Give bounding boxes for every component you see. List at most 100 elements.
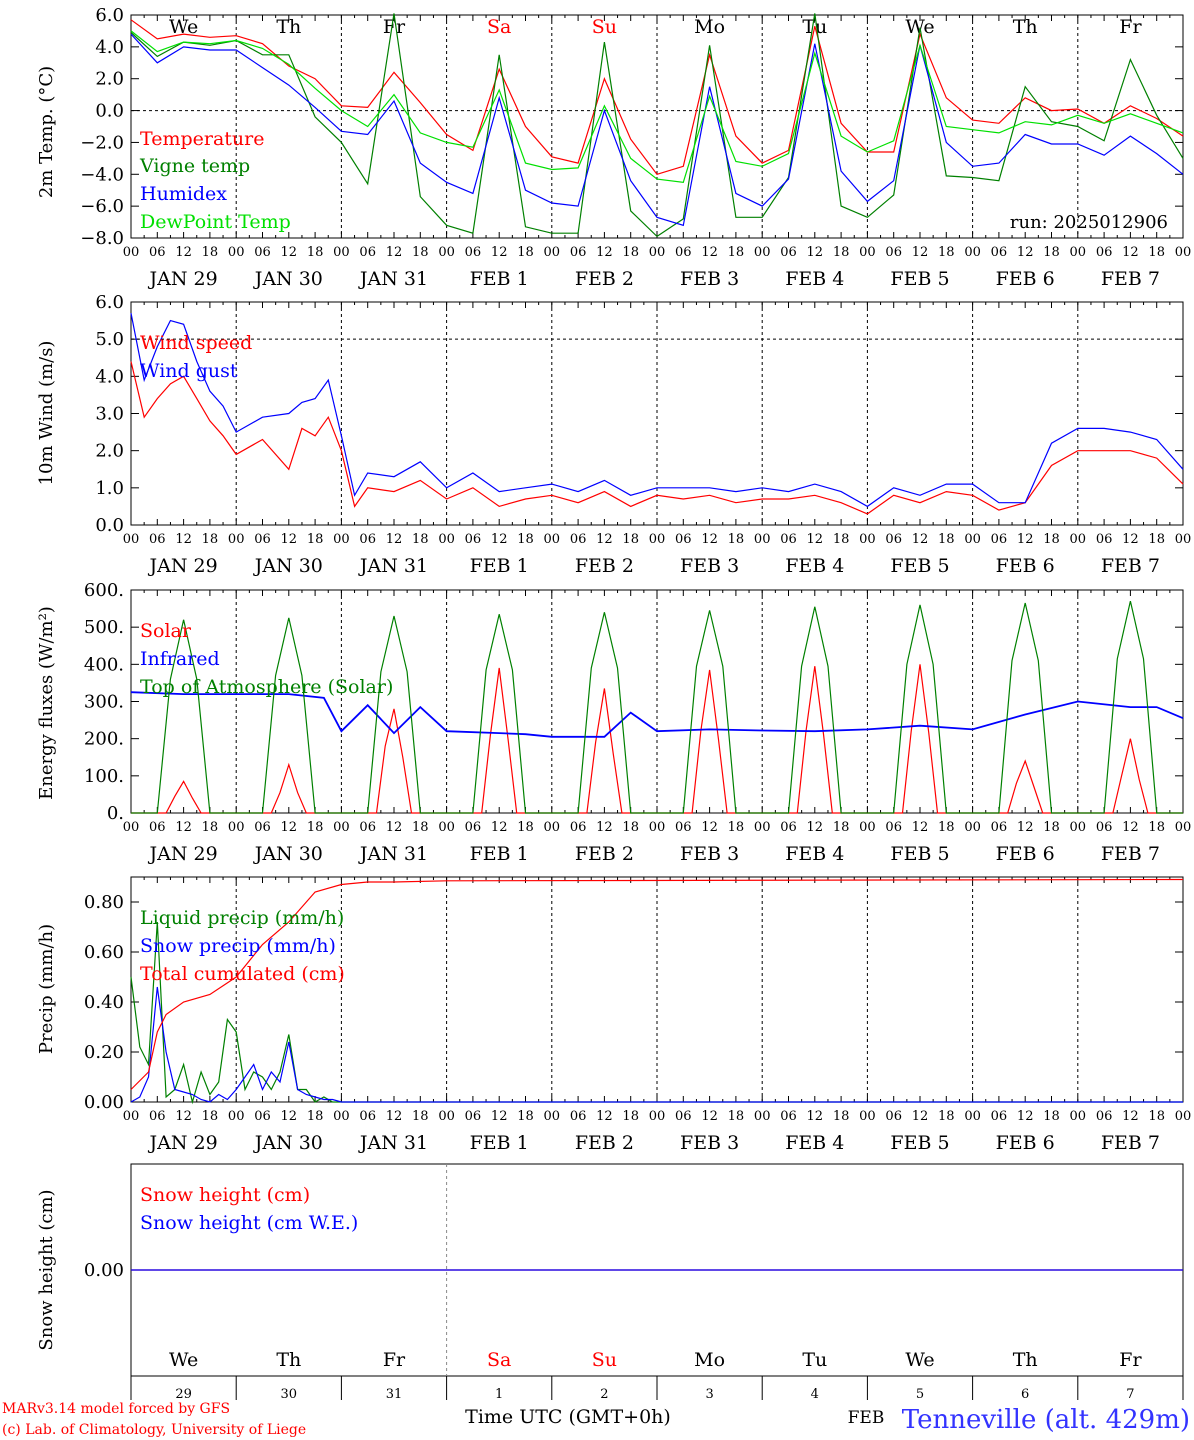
weekday-label: Sa [487,1349,511,1371]
weekday-label: Th [276,16,301,38]
hour-tick-label: 06 [780,245,797,260]
plot-frame [130,589,1184,814]
hour-tick-label: 18 [622,245,639,260]
hour-tick-label: 06 [254,820,271,835]
weekday-label: Fr [1119,1349,1142,1371]
date-label: JAN 31 [358,843,428,865]
weekday-label: Mo [694,16,725,38]
y-tick-label: 4.0 [95,366,124,387]
hour-tick-label: 00 [438,532,455,547]
y-tick-label: 3.0 [95,404,124,425]
hour-tick-label: 12 [1122,1109,1139,1124]
hour-tick-label: 06 [149,1109,166,1124]
hour-tick-label: 06 [675,1109,692,1124]
hour-tick-label: 06 [570,532,587,547]
date-label: JAN 30 [253,555,323,577]
hour-tick-label: 18 [517,820,534,835]
date-label: FEB 5 [890,555,949,577]
series-line-2 [130,986,1183,1103]
weekday-label: We [905,1349,934,1371]
hour-tick-label: 00 [859,820,876,835]
y-tick-label: 100. [84,766,124,787]
legend-entry: Vigne temp [139,155,250,177]
hour-tick-label: 06 [675,532,692,547]
y-tick-label: 0.60 [84,942,124,963]
hour-tick-label: 18 [307,1109,324,1124]
hour-tick-label: 00 [123,820,140,835]
date-label: FEB 1 [470,843,529,865]
hour-tick-label: 12 [281,532,298,547]
legend-entry: Wind gust [140,360,238,382]
weekday-label: Fr [1119,16,1142,38]
hour-tick-label: 18 [833,245,850,260]
hour-tick-label: 18 [1043,820,1060,835]
legend-entry: Humidex [140,183,227,205]
hour-tick-label: 06 [359,820,376,835]
hour-tick-label: 12 [807,245,824,260]
plot-frame [130,14,1184,239]
day-number-label: 29 [175,1387,192,1402]
date-label: FEB 7 [1101,843,1160,865]
weekday-label: Fr [383,16,406,38]
hour-tick-label: 06 [254,245,271,260]
date-label: JAN 30 [253,843,323,865]
y-tick-label: 0.0 [95,515,124,536]
date-label: FEB 5 [890,843,949,865]
model-credit-line: MARv3.14 model forced by GFS [2,1401,230,1417]
hour-tick-label: 00 [544,820,561,835]
hour-tick-label: 12 [701,532,718,547]
y-tick-label: −8.0 [80,228,124,249]
hour-tick-label: 18 [622,1109,639,1124]
date-label: FEB 6 [996,268,1055,290]
series-line-2 [130,13,1184,238]
hour-tick-label: 12 [1017,532,1034,547]
hour-tick-label: 06 [991,820,1008,835]
hour-tick-label: 12 [386,1109,403,1124]
hour-tick-label: 06 [149,532,166,547]
hour-tick-label: 06 [780,532,797,547]
hour-tick-label: 12 [491,245,508,260]
y-tick-label: 600. [84,580,124,601]
hour-tick-label: 12 [175,532,192,547]
series-line-3 [131,600,1183,814]
hour-tick-label: 06 [254,1109,271,1124]
hour-tick-label: 00 [649,245,666,260]
hour-tick-label: 06 [885,532,902,547]
series-line-1 [130,361,1184,515]
hour-tick-label: 12 [912,1109,929,1124]
hour-tick-label: 12 [1017,820,1034,835]
hour-tick-label: 12 [491,820,508,835]
hour-tick-label: 00 [1175,820,1192,835]
date-label: FEB 6 [996,843,1055,865]
hour-tick-label: 00 [754,1109,771,1124]
hour-tick-label: 00 [754,532,771,547]
date-label: FEB 4 [785,843,844,865]
hour-tick-label: 18 [1148,245,1165,260]
hour-tick-label: 06 [149,820,166,835]
date-label: FEB 6 [996,1132,1055,1154]
weekday-label: Th [1013,16,1038,38]
lab-credit-line: (c) Lab. of Climatology, University of L… [2,1422,306,1438]
hour-tick-label: 00 [333,245,350,260]
hour-tick-label: 18 [307,820,324,835]
hour-tick-label: 00 [859,245,876,260]
day-number-label: 4 [811,1387,819,1402]
hour-tick-label: 18 [622,532,639,547]
date-label: FEB 7 [1101,555,1160,577]
hour-tick-label: 00 [964,1109,981,1124]
y-tick-label: 0.20 [84,1042,124,1063]
y-tick-label: −2.0 [80,132,124,153]
hour-tick-label: 00 [438,245,455,260]
hour-tick-label: 00 [228,532,245,547]
date-label: FEB 1 [470,268,529,290]
hour-tick-label: 12 [386,532,403,547]
hour-tick-label: 18 [938,820,955,835]
hour-tick-label: 12 [596,1109,613,1124]
hour-tick-label: 06 [465,820,482,835]
hour-tick-label: 06 [675,245,692,260]
hour-tick-label: 18 [938,245,955,260]
date-label: JAN 31 [358,1132,428,1154]
legend-entry: Snow height (cm W.E.) [140,1212,358,1234]
hour-tick-label: 18 [517,532,534,547]
